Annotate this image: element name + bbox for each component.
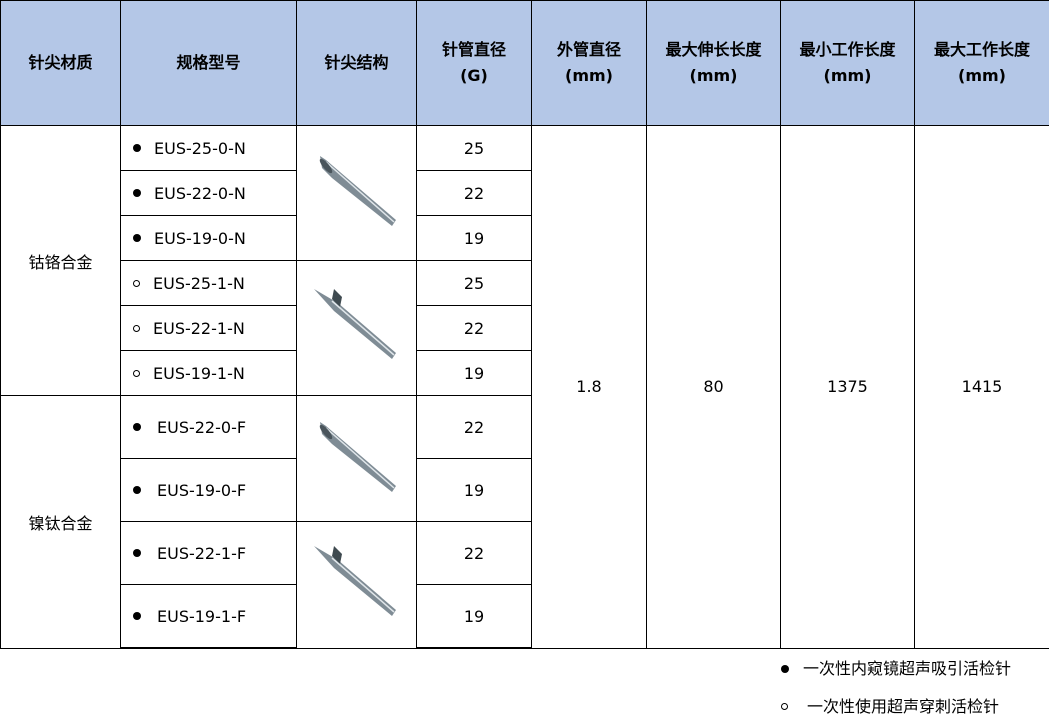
material-cell: 钴铬合金	[0, 125, 121, 396]
spec-table: 针尖材质 规格型号 针尖结构 针管直径 (G) 外管直径 (mm) 最大伸长长度 (m…	[0, 0, 1049, 649]
filled-bullet-icon	[781, 664, 789, 673]
hollow-bullet-icon	[781, 703, 788, 710]
gauge-cell: 19	[416, 215, 532, 261]
model-cell: EUS-19-1-N	[120, 350, 297, 396]
filled-bullet-icon	[133, 144, 141, 152]
gauge-cell: 22	[416, 395, 532, 459]
model-label: EUS-19-1-F	[157, 606, 247, 626]
tip-structure-cell	[296, 395, 417, 522]
gauge-cell: 22	[416, 305, 532, 351]
header-model: 规格型号	[120, 0, 297, 126]
gauge-cell: 22	[416, 521, 532, 585]
outer-diameter-cell: 1.8	[531, 125, 647, 649]
legend-label: 一次性内窥镜超声吸引活检针	[803, 659, 1012, 678]
model-cell: EUS-22-0-N	[120, 170, 297, 216]
model-label: EUS-22-0-N	[154, 183, 246, 203]
gauge-cell: 25	[416, 260, 532, 306]
needle-tip-icon	[319, 156, 396, 226]
filled-bullet-icon	[133, 549, 141, 557]
model-label: EUS-19-1-N	[153, 363, 245, 383]
table-row: EUS-19-1-N 19	[1, 350, 1049, 396]
model-label: EUS-25-1-N	[153, 273, 245, 293]
table-row: EUS-25-1-N 25	[1, 260, 1049, 396]
needle-tip-icon	[313, 545, 396, 616]
filled-bullet-icon	[133, 612, 141, 620]
legend-filled: 一次性内窥镜超声吸引活检针	[781, 655, 1011, 679]
hollow-bullet-icon	[133, 369, 140, 377]
table-row: EUS-22-1-F 22	[1, 521, 1049, 649]
gauge-cell: 19	[416, 350, 532, 396]
model-cell: EUS-19-0-F	[120, 458, 297, 522]
max-extension-cell: 80	[646, 125, 781, 649]
model-label: EUS-19-0-N	[154, 228, 246, 248]
header-row: 针尖材质 规格型号 针尖结构 针管直径 (G) 外管直径 (mm) 最大伸长长度 (m…	[0, 0, 1049, 126]
filled-bullet-icon	[133, 189, 141, 197]
table-row: EUS-19-1-F 19	[1, 584, 1049, 649]
header-min-working-length: 最小工作长度 (mm)	[780, 0, 915, 126]
tip-structure-cell	[296, 260, 417, 396]
needle-tip-icon	[313, 289, 396, 359]
material-cell: 镍钛合金	[0, 395, 121, 649]
model-label: EUS-22-0-F	[157, 417, 247, 437]
table-row: EUS-22-1-N 22	[1, 305, 1049, 351]
gauge-cell: 25	[416, 125, 532, 171]
table-row: EUS-22-0-N 22	[1, 170, 1049, 216]
header-max-working-length: 最大工作长度 (mm)	[914, 0, 1049, 126]
tip-structure-cell	[296, 125, 417, 261]
model-cell: EUS-25-0-N	[120, 125, 297, 171]
table-row: 镍钛合金 EUS-22-0-F 22	[0, 395, 1049, 649]
min-working-length-cell: 1375	[780, 125, 915, 649]
model-label: EUS-22-1-N	[153, 318, 245, 338]
model-cell: EUS-19-0-N	[120, 215, 297, 261]
header-max-extension: 最大伸长长度 (mm)	[646, 0, 781, 126]
needle-tip-icon	[319, 421, 396, 492]
header-gauge: 针管直径 (G)	[416, 0, 532, 126]
table-row: EUS-19-0-F 19	[1, 458, 1049, 522]
filled-bullet-icon	[133, 423, 141, 431]
model-cell: EUS-22-0-F	[120, 395, 297, 459]
model-cell: EUS-25-1-N	[120, 260, 297, 306]
max-working-length-cell: 1415	[914, 125, 1049, 649]
gauge-cell: 19	[416, 458, 532, 522]
model-label: EUS-22-1-F	[157, 543, 247, 563]
header-tip-structure: 针尖结构	[296, 0, 417, 126]
model-cell: EUS-19-1-F	[120, 584, 297, 649]
model-label: EUS-25-0-N	[154, 138, 246, 158]
model-cell: EUS-22-1-F	[120, 521, 297, 585]
gauge-cell: 22	[416, 170, 532, 216]
header-material: 针尖材质	[0, 0, 121, 126]
tip-structure-cell	[296, 521, 417, 649]
legend-hollow: 一次性使用超声穿刺活检针	[781, 693, 999, 717]
hollow-bullet-icon	[133, 279, 140, 287]
legend-label: 一次性使用超声穿刺活检针	[807, 697, 1000, 716]
filled-bullet-icon	[133, 234, 141, 242]
model-cell: EUS-22-1-N	[120, 305, 297, 351]
model-label: EUS-19-0-F	[157, 480, 247, 500]
header-outer-diameter: 外管直径 (mm)	[531, 0, 647, 126]
table-row: EUS-19-0-N 19	[1, 215, 1049, 261]
gauge-cell: 19	[416, 584, 532, 649]
table-row: 钴铬合金 EUS-25-0-N 25 1.8 80 1375 1415	[0, 125, 1049, 649]
filled-bullet-icon	[133, 486, 141, 494]
hollow-bullet-icon	[133, 324, 140, 332]
